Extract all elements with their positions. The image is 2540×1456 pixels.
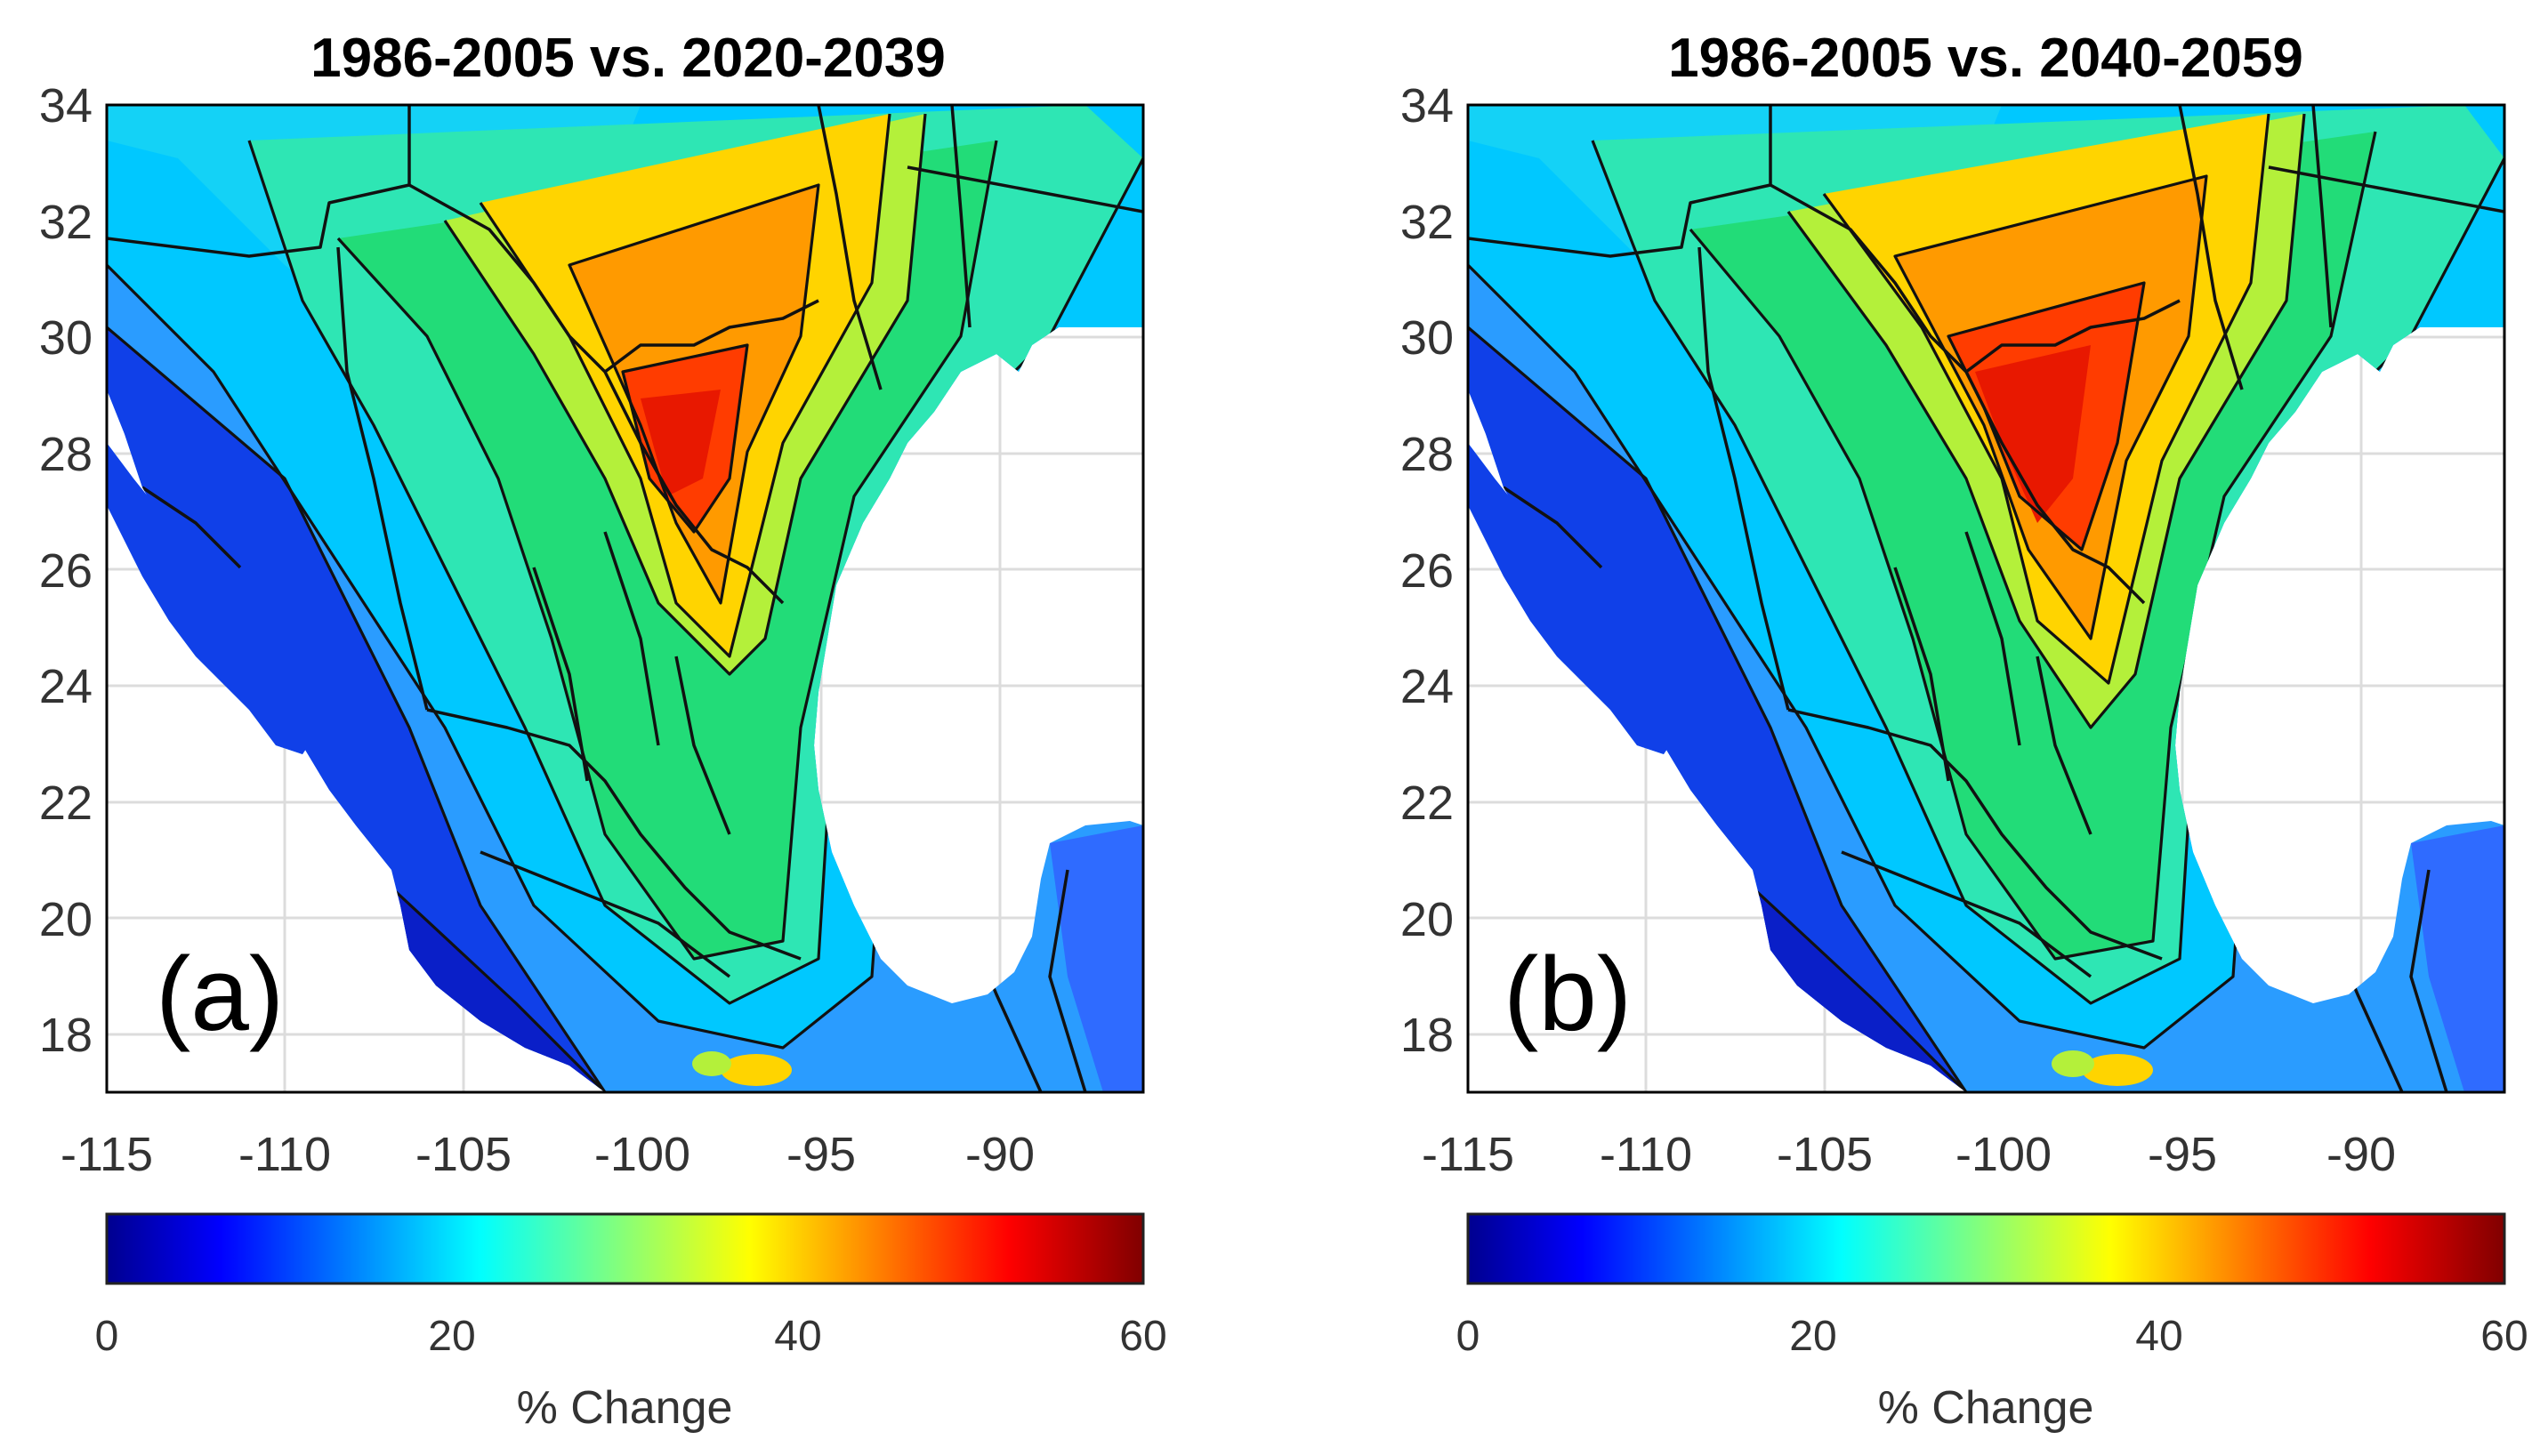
panel-b-cb-tick: 0 [1456,1313,1480,1360]
panel-a-colorbar: 0 20 40 60 % Change [95,1212,1167,1434]
panel-b-x-ticks: -115 -110 -105 -100 -95 -90 [1422,1128,2396,1181]
panel-a-ytick: 26 [39,544,93,598]
panel-a-y-ticks: 34 32 30 28 26 24 22 20 18 [39,79,93,1062]
panel-a-ytick: 32 [39,196,93,249]
panel-a-xtick: -90 [965,1128,1035,1181]
panel-b-xtick: -115 [1422,1128,1514,1181]
panel-a-title: 1986-2005 vs. 2020-2039 [310,28,946,89]
panel-b-ytick: 30 [1400,311,1454,365]
panel-a-ytick: 34 [39,79,93,133]
panel-a-ytick: 24 [39,660,93,713]
panel-b-ytick: 26 [1400,544,1454,598]
panel-a-ytick: 22 [39,776,93,830]
panel-a-ytick: 18 [39,1009,93,1062]
panel-a-xtick: -105 [415,1128,512,1181]
panel-b-ytick: 22 [1400,776,1454,830]
panel-b-ytick: 20 [1400,893,1454,946]
panel-a-letter: (a) [156,936,284,1053]
panel-b-ytick: 18 [1400,1009,1454,1062]
panel-a-xtick: -115 [60,1128,153,1181]
panel-b-xtick: -105 [1777,1128,1873,1181]
panel-a-ytick: 30 [39,311,93,365]
panel-b: 1986-2005 vs. 2040-2059 [1400,28,2528,1434]
panel-a-x-ticks: -115 -110 -105 -100 -95 -90 [60,1128,1035,1181]
panel-b-xtick: -100 [1955,1128,2052,1181]
panel-b-xtick: -90 [2326,1128,2396,1181]
panel-b-cb-tick: 60 [2480,1313,2528,1360]
panel-a-xtick: -110 [238,1128,331,1181]
panel-a-cb-tick: 20 [428,1313,475,1360]
panel-b-xtick: -95 [2148,1128,2217,1181]
panel-b-ytick: 32 [1400,196,1454,249]
panel-b-cb-tick: 40 [2135,1313,2182,1360]
panel-b-xtick: -110 [1600,1128,1692,1181]
panel-a: 1986-2005 vs. 2020-2039 [39,28,1167,1434]
panel-a-contour-field [107,105,1143,1092]
panel-a-map: (a) [105,103,1145,1094]
panel-a-colorbar-label: % Change [517,1382,733,1434]
panel-a-xtick: -95 [786,1128,856,1181]
panel-b-ytick: 28 [1400,428,1454,481]
panel-a-xtick: -100 [594,1128,690,1181]
panel-b-title: 1986-2005 vs. 2040-2059 [1668,28,2303,89]
panel-a-ytick: 20 [39,893,93,946]
panel-a-borders [107,105,1143,1092]
panel-b-ytick: 24 [1400,660,1454,713]
panel-b-borders [1468,105,2504,1092]
panel-b-ytick: 34 [1400,79,1454,133]
panel-b-cb-tick: 20 [1789,1313,1836,1360]
panel-a-cb-tick: 0 [95,1313,119,1360]
panel-a-ytick: 28 [39,428,93,481]
panel-a-cb-tick: 60 [1119,1313,1166,1360]
panel-b-colorbar: 0 20 40 60 % Change [1456,1212,2528,1434]
panel-b-colorbar-label: % Change [1878,1382,2094,1434]
panel-b-y-ticks: 34 32 30 28 26 24 22 20 18 [1400,79,1454,1062]
panel-b-contour-field [1468,105,2504,1092]
panel-a-cb-tick: 40 [774,1313,821,1360]
panel-b-map: (b) [1466,103,2506,1094]
panel-b-letter: (b) [1504,936,1632,1053]
